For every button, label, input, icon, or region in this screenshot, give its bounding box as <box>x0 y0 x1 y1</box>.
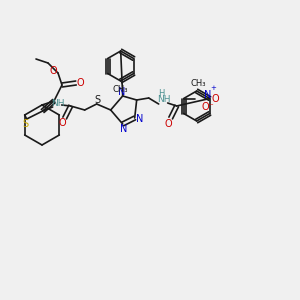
Text: O: O <box>49 66 57 76</box>
Text: N: N <box>118 87 125 97</box>
Text: CH₃: CH₃ <box>113 85 128 94</box>
Text: N: N <box>204 89 212 100</box>
Text: O: O <box>165 119 172 129</box>
Text: H: H <box>158 89 165 98</box>
Text: O⁻: O⁻ <box>201 101 214 112</box>
Text: S: S <box>22 119 29 129</box>
Text: N: N <box>136 114 143 124</box>
Text: O: O <box>76 78 84 88</box>
Text: N: N <box>120 124 127 134</box>
Text: S: S <box>94 95 101 105</box>
Text: O: O <box>59 118 67 128</box>
Text: O: O <box>212 94 220 103</box>
Text: +: + <box>211 85 217 91</box>
Text: NH: NH <box>51 100 64 109</box>
Text: CH₃: CH₃ <box>191 79 206 88</box>
Text: NH: NH <box>157 95 170 104</box>
